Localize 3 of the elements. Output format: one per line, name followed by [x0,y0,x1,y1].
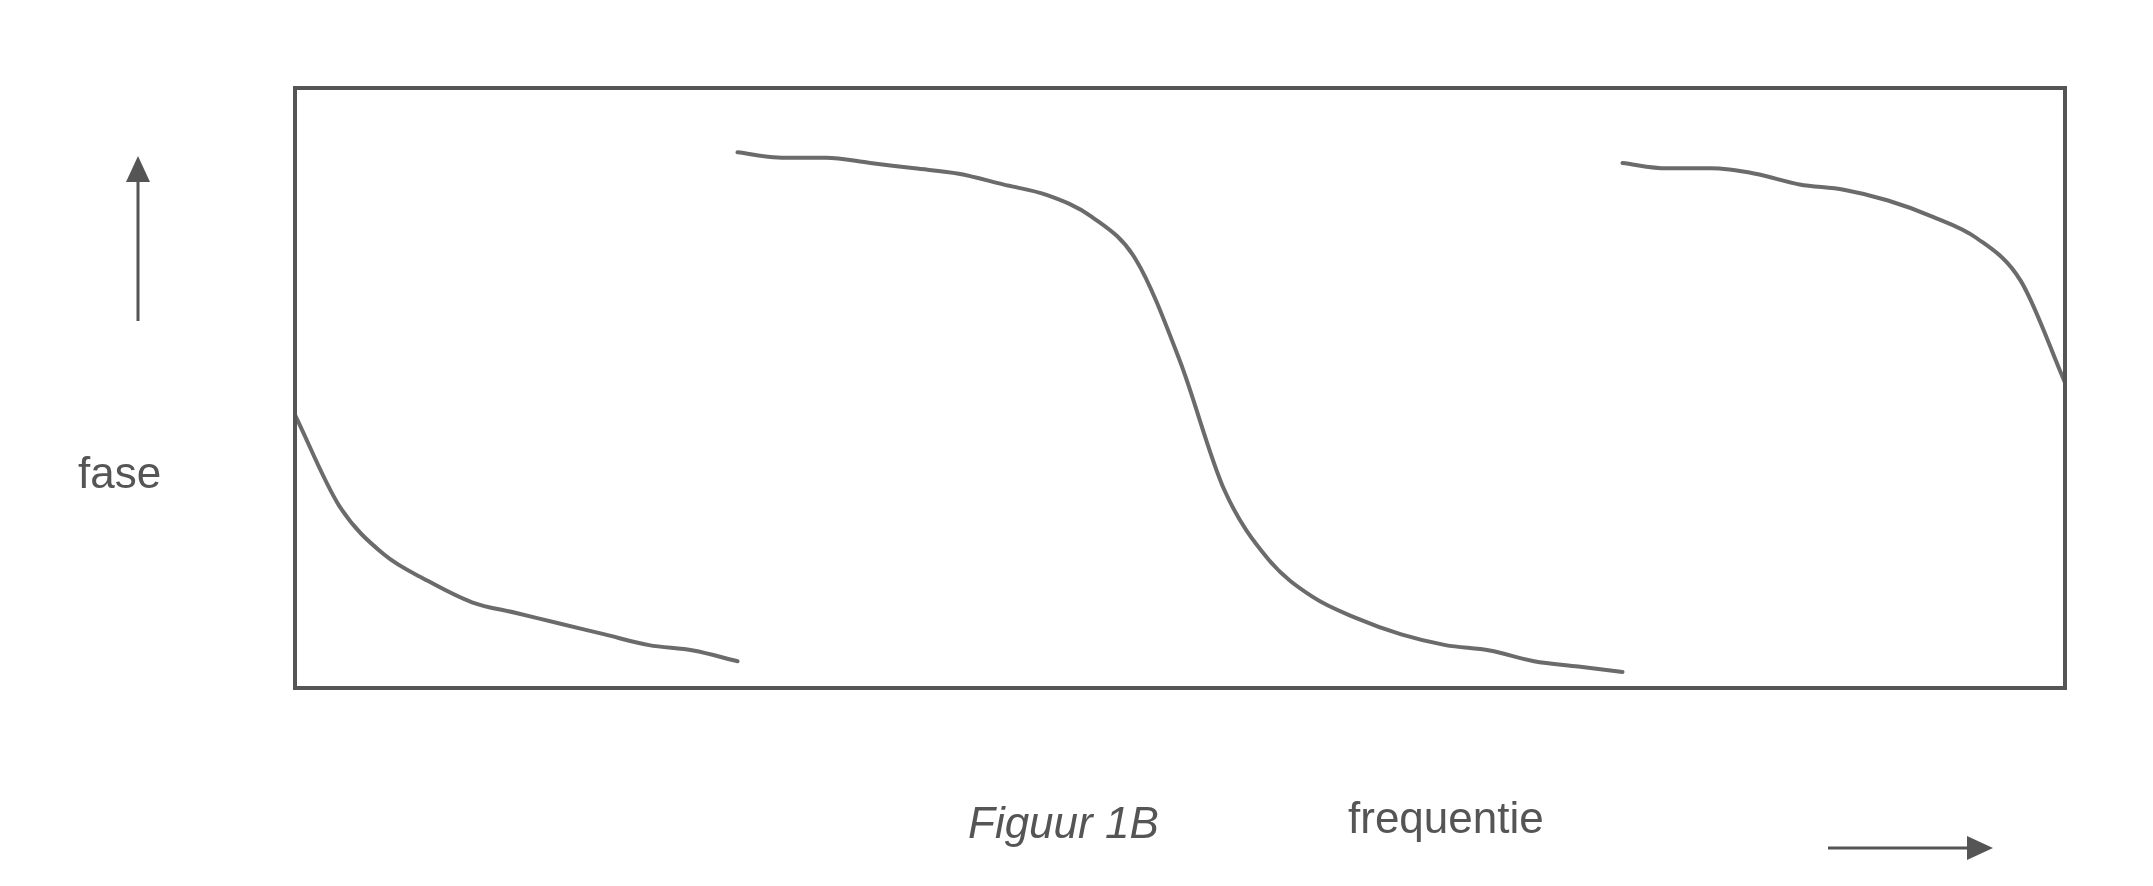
x-axis-title: frequentie [1348,793,1544,843]
y-axis-title: fase [78,448,162,498]
text: Figuur 1B [968,798,1159,848]
